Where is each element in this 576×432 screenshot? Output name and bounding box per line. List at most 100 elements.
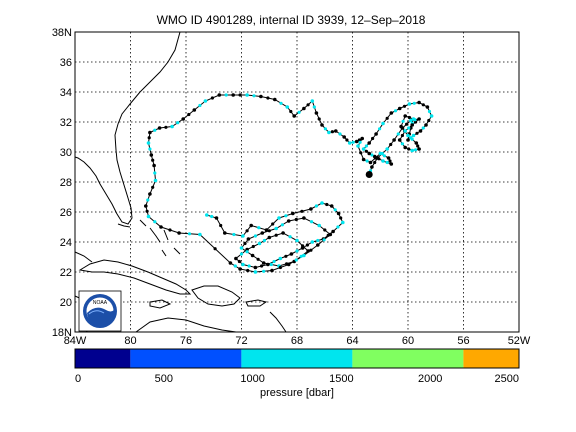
profile-point	[330, 130, 334, 134]
caribbean-south	[135, 317, 237, 333]
colorbar-label: pressure [dbar]	[260, 387, 334, 399]
profile-point	[418, 129, 423, 133]
profile-point	[274, 226, 279, 231]
profile-point	[320, 201, 324, 205]
profile-point	[148, 130, 152, 135]
profile-point	[385, 160, 389, 165]
profile-point	[232, 232, 236, 237]
colorbar-bin	[241, 349, 353, 368]
profile-point	[407, 102, 412, 106]
profile-point	[187, 232, 192, 236]
profile-point	[409, 118, 413, 123]
puerto-rico	[245, 299, 268, 307]
profile-point	[223, 231, 227, 235]
noaa-logo: NOAA	[78, 290, 122, 332]
profile-point	[329, 204, 334, 208]
profile-point	[427, 118, 431, 123]
lat-tick-label: 28	[60, 177, 72, 189]
profile-point	[288, 235, 292, 239]
colorbar-tick-label: 500	[155, 373, 173, 385]
profile-point	[149, 153, 154, 157]
profile-point	[388, 159, 392, 163]
profile-point	[345, 138, 349, 142]
colorbar-tick-labels: 0 500 1000 1500 2000 2500	[75, 373, 519, 385]
colorbar-bin	[463, 349, 519, 368]
lon-tick-label: 60	[402, 335, 414, 347]
profile-point	[359, 151, 363, 155]
profile-point	[278, 265, 282, 270]
profile-point	[336, 225, 340, 229]
profile-point	[360, 136, 365, 141]
profile-point	[294, 217, 298, 222]
profile-point	[153, 178, 158, 183]
profile-point	[253, 234, 257, 238]
profile-point	[314, 111, 319, 115]
lon-tick-label: 72	[235, 335, 247, 347]
profile-point	[427, 109, 432, 114]
profile-point	[385, 116, 389, 120]
profile-point	[342, 135, 347, 139]
profile-point	[328, 232, 333, 237]
florida-keys	[117, 223, 131, 228]
profile-point	[400, 133, 404, 138]
profile-point	[294, 258, 298, 262]
profile-point	[253, 265, 258, 270]
profile-point	[417, 147, 421, 151]
profile-point	[338, 132, 342, 136]
profile-point	[400, 142, 404, 146]
profile-point	[177, 231, 181, 235]
profile-point	[295, 238, 299, 243]
profile-point	[367, 151, 372, 156]
profile-point	[322, 238, 326, 242]
profile-point	[213, 247, 217, 251]
profile-point	[401, 119, 405, 123]
profile-point	[310, 240, 315, 244]
lon-tick-label: 76	[180, 335, 192, 347]
profile-point	[341, 220, 345, 225]
profile-point	[285, 105, 290, 109]
profile-point	[385, 147, 390, 151]
profile-point	[370, 165, 374, 169]
profile-point	[153, 220, 157, 224]
latitude-tick-labels: 38N 36 34 32 30 28 26 24 22 20 18N	[52, 27, 72, 339]
profile-point	[153, 171, 157, 175]
profile-point	[151, 158, 155, 162]
jamaica	[149, 299, 172, 309]
profile-point	[424, 123, 428, 127]
profile-point	[157, 126, 162, 130]
profile-point	[297, 110, 301, 114]
profile-point	[273, 97, 277, 102]
profile-point	[238, 93, 242, 97]
profile-point	[247, 264, 251, 268]
profile-point	[302, 216, 306, 220]
profile-point	[262, 269, 266, 273]
profile-point	[406, 138, 410, 142]
profile-point	[372, 154, 377, 159]
profile-point	[146, 214, 151, 219]
profile-point	[411, 133, 416, 138]
profile-point	[382, 154, 386, 158]
profile-point	[368, 160, 373, 165]
lat-tick-label: 30	[60, 147, 72, 159]
profile-point	[316, 243, 320, 247]
profile-point	[203, 99, 208, 103]
profile-point	[425, 105, 430, 109]
profile-point	[378, 127, 382, 131]
profile-point	[152, 163, 156, 168]
colorbar-tick-label: 2000	[418, 373, 442, 385]
lon-tick-label: 84W	[64, 335, 87, 347]
profile-point	[284, 214, 288, 218]
profile-point	[309, 248, 313, 252]
lat-tick-label: 38N	[52, 27, 72, 39]
profile-point	[245, 229, 249, 233]
profile-point	[410, 137, 414, 141]
lon-tick-label: 52W	[508, 335, 531, 347]
profile-point	[264, 228, 269, 232]
profile-point	[305, 243, 309, 247]
profile-point	[421, 126, 425, 130]
profile-point	[331, 229, 335, 234]
profile-point	[347, 141, 352, 145]
profile-point	[413, 118, 417, 122]
profile-point	[381, 121, 385, 126]
